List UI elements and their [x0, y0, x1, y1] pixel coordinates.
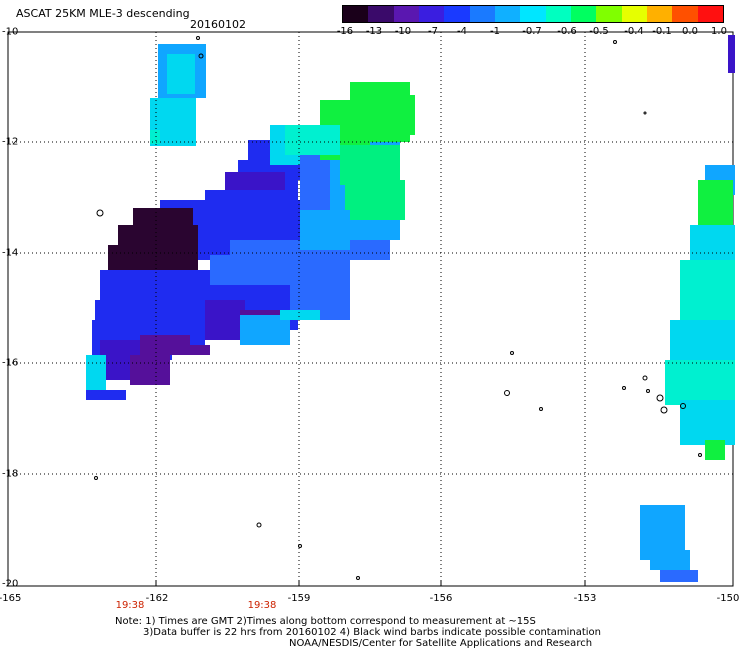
wind-cell [698, 180, 733, 230]
time-label: 19:38 [115, 600, 145, 611]
colorbar-segment [469, 6, 495, 22]
wind-cell [86, 355, 106, 395]
graticule [8, 32, 733, 586]
wind-cell [86, 390, 126, 400]
island-outline [642, 375, 648, 381]
colorbar-segment [343, 6, 369, 22]
colorbar-segment [646, 6, 673, 22]
lat-label: -10 [2, 26, 19, 38]
colorbar-segment [672, 6, 698, 22]
note-line-1: Note: 1) Times are GMT 2)Times along bot… [115, 616, 536, 627]
note-line-2: 3)Data buffer is 22 hrs from 20160102 4)… [143, 627, 601, 638]
lat-label: -16 [2, 357, 19, 369]
wind-cell [650, 550, 690, 570]
colorbar-segment [494, 6, 521, 22]
wind-data-cells [86, 35, 735, 582]
time-label: 19:38 [247, 600, 277, 611]
island-outline [198, 53, 204, 59]
map-date: 20160102 [190, 18, 246, 31]
island-outline [680, 403, 686, 409]
islands [94, 36, 702, 580]
wind-cell [280, 310, 320, 320]
colorbar [342, 5, 724, 23]
colorbar-segment [570, 6, 597, 22]
island-outline [256, 522, 262, 528]
island-outline [656, 394, 664, 402]
island-outline [356, 576, 360, 580]
island-outline [539, 407, 543, 411]
lon-label: -150 [716, 593, 740, 604]
lat-label: -18 [2, 468, 19, 480]
lon-label: -162 [145, 593, 169, 604]
colorbar-segment [596, 6, 622, 22]
wind-cell [680, 400, 735, 445]
lon-label: -165 [0, 593, 22, 604]
colorbar-segment [418, 6, 445, 22]
wind-cell [660, 570, 698, 582]
wind-cell [150, 130, 160, 144]
colorbar-segment [444, 6, 470, 22]
colorbar-segment [393, 6, 419, 22]
lat-label: -14 [2, 247, 19, 259]
wind-cell [690, 225, 735, 265]
lon-label: -153 [573, 593, 597, 604]
wind-cell [680, 260, 735, 320]
wind-cell [345, 180, 405, 220]
colorbar-segment [621, 6, 647, 22]
island-outline [504, 390, 510, 396]
island-outline [643, 111, 647, 115]
colorbar-segment [697, 6, 723, 22]
lon-label: -156 [429, 593, 453, 604]
map-title: ASCAT 25KM MLE-3 descending [16, 7, 190, 20]
wind-cell [190, 345, 210, 355]
island-outline [698, 453, 702, 457]
wind-cell [330, 220, 390, 240]
island-outline [660, 406, 668, 414]
island-outline [298, 544, 302, 548]
island-outline [622, 386, 626, 390]
island-outline [510, 351, 514, 355]
island-outline [613, 40, 617, 44]
island-outline [94, 476, 98, 480]
lat-label: -20 [2, 578, 19, 590]
colorbar-segment [545, 6, 571, 22]
lon-label: -159 [287, 593, 311, 604]
colorbar-segment [520, 6, 546, 22]
wind-cell [205, 300, 245, 340]
island-outline [96, 209, 104, 217]
lat-label: -12 [2, 136, 19, 148]
wind-cell [130, 355, 170, 385]
wind-cell [665, 360, 735, 405]
wind-cell [167, 54, 195, 94]
wind-cell [728, 35, 735, 73]
colorbar-segment [368, 6, 394, 22]
wind-cell [340, 145, 400, 185]
island-outline [646, 389, 650, 393]
wind-cell [285, 125, 340, 155]
credit-line: NOAA/NESDIS/Center for Satellite Applica… [289, 638, 593, 649]
island-outline [196, 36, 200, 40]
wind-cell [705, 440, 725, 460]
wind-cell [370, 95, 415, 135]
wind-cell [140, 335, 190, 355]
